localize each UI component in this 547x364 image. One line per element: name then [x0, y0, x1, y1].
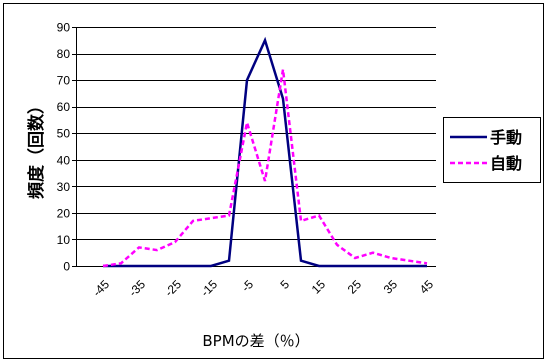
auto-series: [100, 67, 430, 269]
y-tick-label: 20: [57, 206, 71, 220]
auto-data-point: [100, 263, 106, 269]
manual-data-point: [136, 263, 142, 269]
auto-data-point: [388, 255, 394, 261]
manual-data-point: [154, 263, 160, 269]
y-tick-label: 40: [57, 153, 71, 167]
manual-data-point: [388, 263, 394, 269]
x-tick-labels: -45 -35 -25 -15 -5 5 15 25 35 45: [90, 277, 436, 299]
auto-data-point: [334, 242, 340, 248]
legend-item-manual: 手動: [450, 128, 522, 147]
manual-data-point: [190, 263, 196, 269]
gridlines: [76, 27, 436, 240]
manual-data-point: [334, 263, 340, 269]
auto-data-point: [226, 213, 232, 219]
auto-data-point: [172, 239, 178, 245]
legend-item-auto: 自動: [450, 154, 522, 173]
y-tick-label: 30: [57, 180, 71, 194]
manual-series: [103, 36, 427, 269]
auto-data-point: [208, 215, 214, 221]
y-tick-labels: 0 10 20 30 40 50 60 70 80 90: [57, 21, 71, 274]
auto-data-point: [118, 260, 124, 266]
legend-box: [443, 117, 541, 183]
auto-data-point: [280, 67, 286, 73]
y-tick-label: 50: [57, 127, 71, 141]
manual-series-line: [103, 36, 427, 268]
auto-data-point: [154, 247, 160, 253]
auto-data-point: [136, 244, 142, 250]
manual-data-point: [352, 263, 358, 269]
auto-data-point: [370, 250, 376, 256]
y-tick-label: 0: [63, 260, 70, 274]
manual-data-point: [406, 263, 412, 269]
auto-data-point: [298, 218, 304, 224]
legend-label: 手動: [490, 128, 522, 147]
y-tick-label: 70: [57, 74, 71, 88]
y-tick-label: 60: [57, 100, 71, 114]
y-tick-label: 10: [57, 233, 71, 247]
manual-data-point: [316, 263, 322, 269]
manual-data-point: [172, 263, 178, 269]
auto-data-point: [406, 258, 412, 264]
manual-data-point: [370, 263, 376, 269]
auto-series-line: [102, 69, 428, 268]
auto-data-point: [190, 218, 196, 224]
manual-data-point: [208, 263, 214, 269]
auto-data-point: [352, 255, 358, 261]
legend-label: 自動: [490, 154, 522, 173]
auto-data-point: [262, 178, 268, 184]
auto-data-point: [424, 260, 430, 266]
manual-data-point: [244, 77, 250, 83]
manual-data-point: [226, 258, 232, 264]
manual-data-point: [298, 258, 304, 264]
y-tick-label: 80: [57, 47, 71, 61]
series-group: [100, 36, 430, 269]
y-tick-label: 90: [57, 21, 71, 35]
auto-data-point: [316, 213, 322, 219]
auto-data-point: [244, 120, 250, 126]
manual-data-point: [262, 37, 268, 43]
x-axis-title: BPMの差（％）: [202, 332, 309, 350]
y-axis-title: 頻度（回数）: [26, 97, 47, 200]
